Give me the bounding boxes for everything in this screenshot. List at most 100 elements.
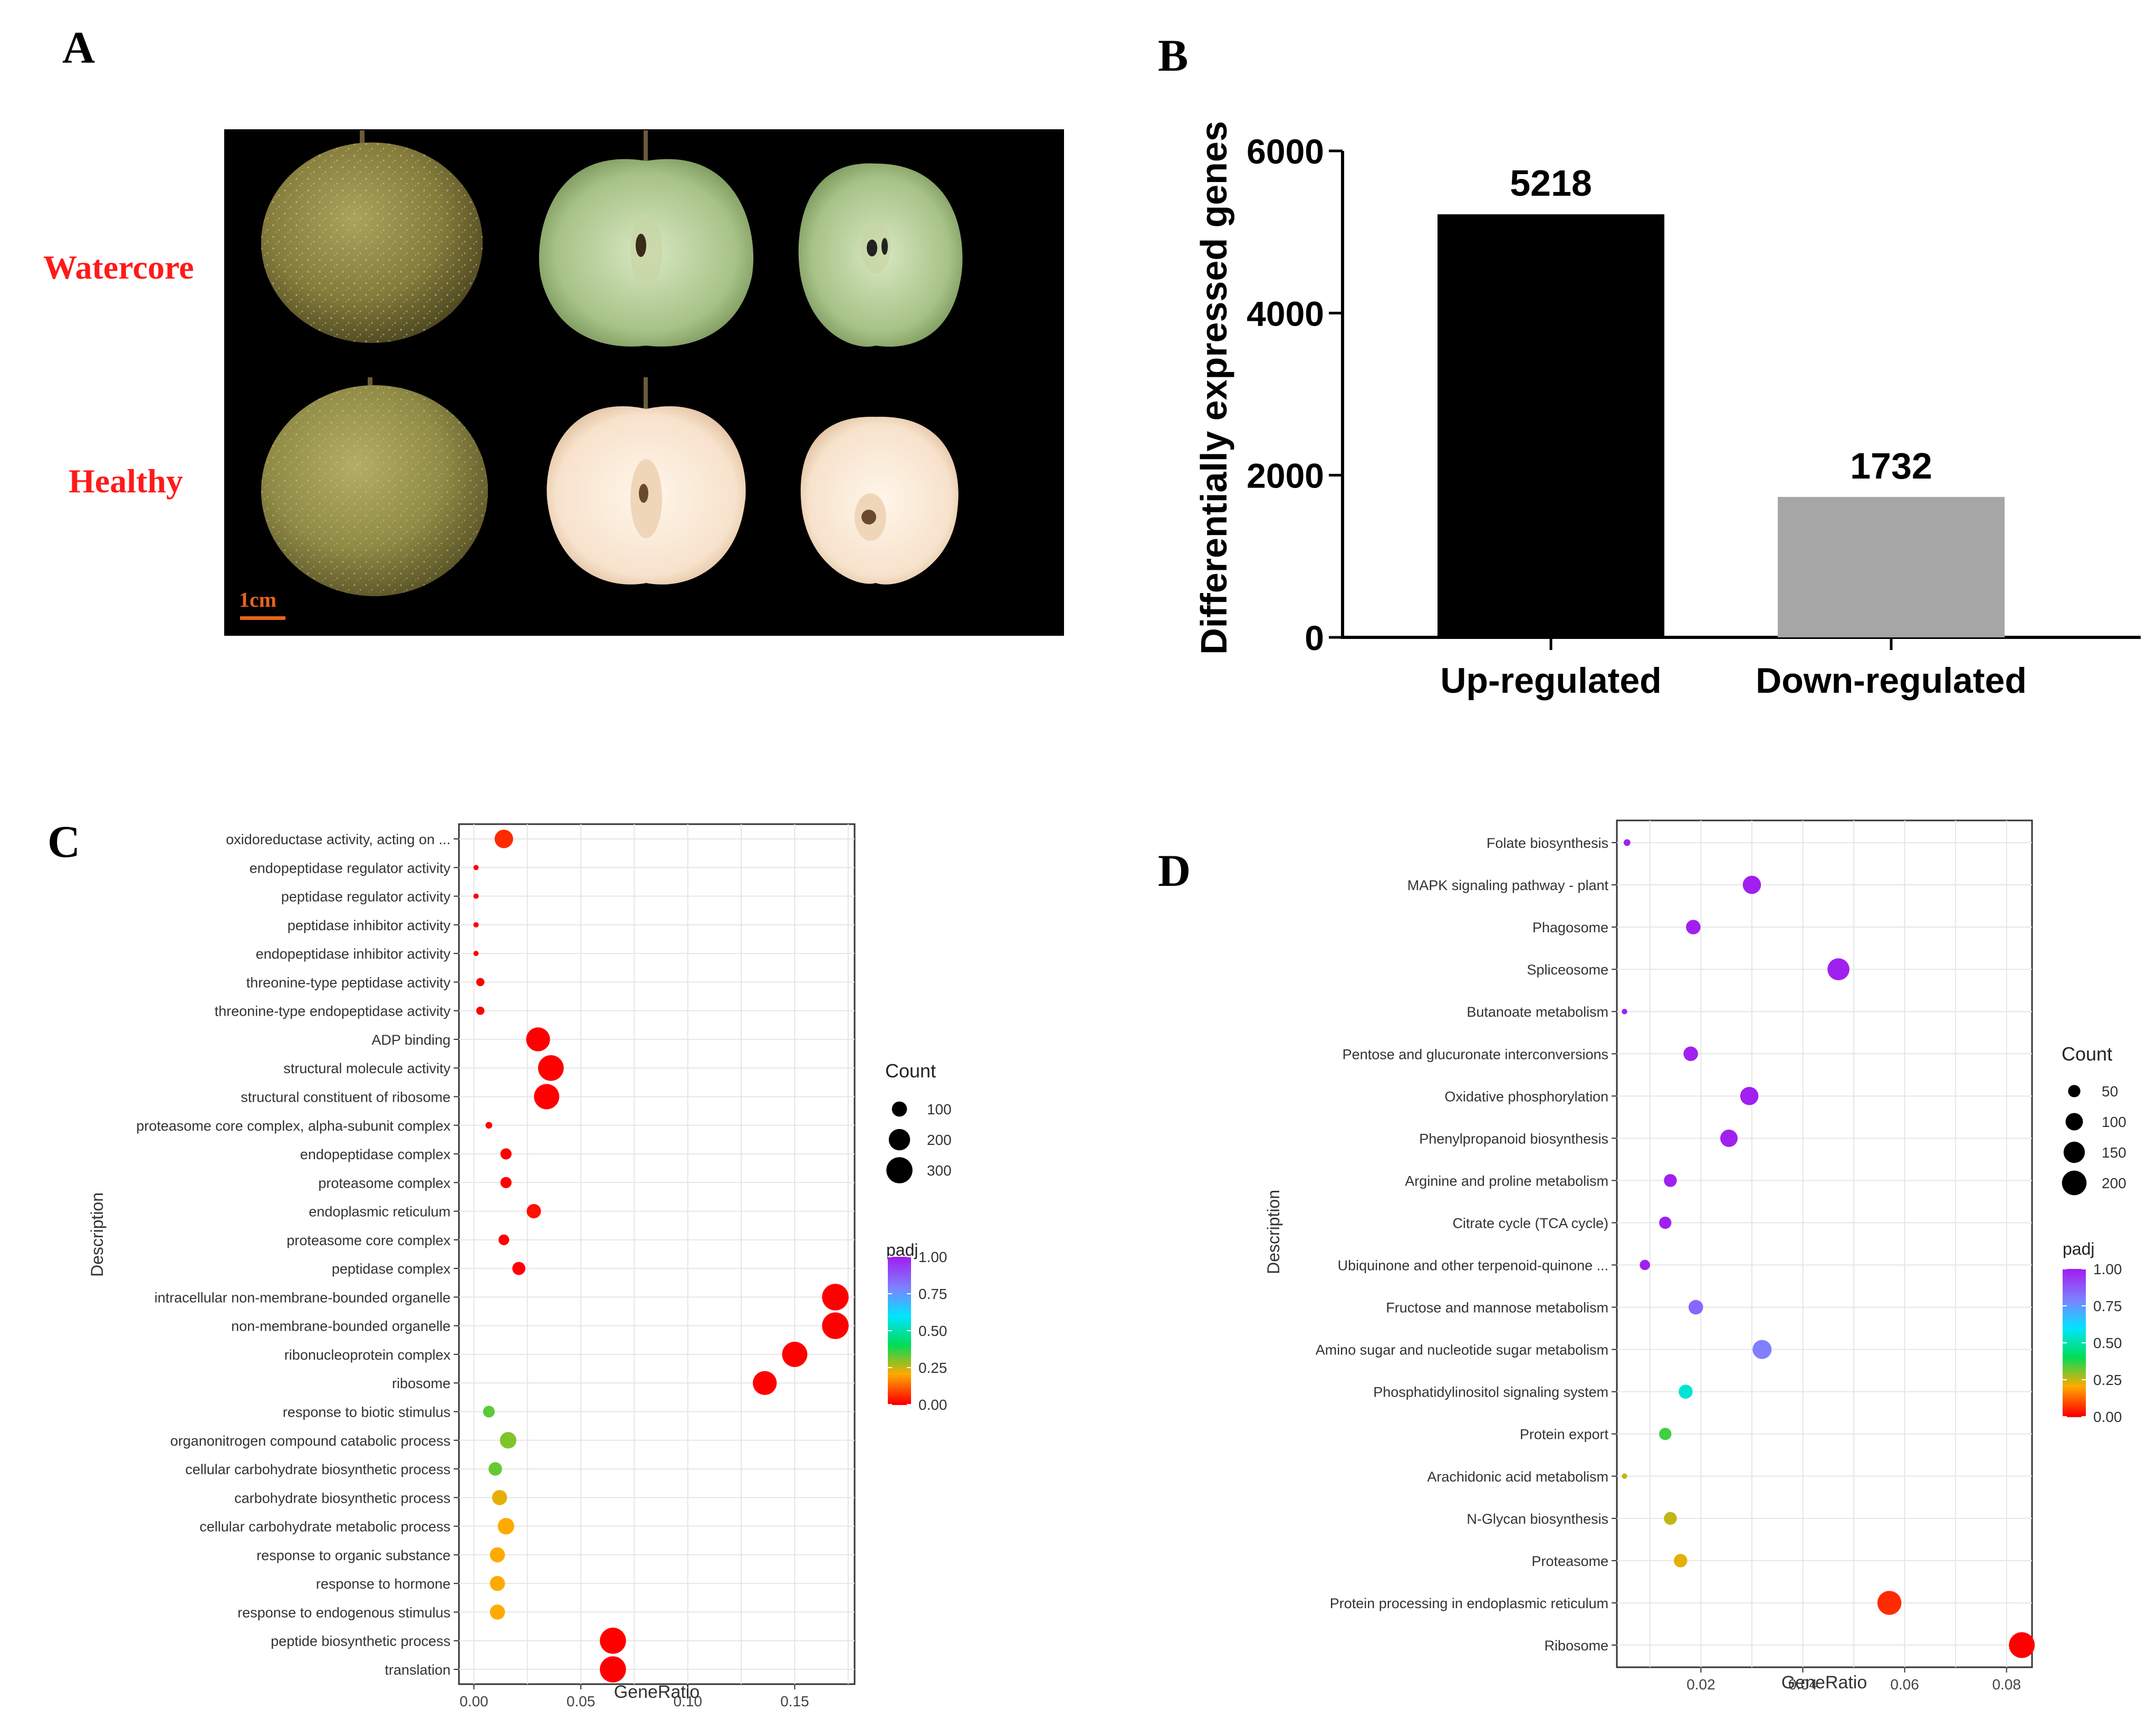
data-point xyxy=(473,893,479,899)
color-legend-segment xyxy=(888,1313,911,1316)
color-legend-segment xyxy=(2063,1397,2086,1400)
size-legend-label: 200 xyxy=(2102,1175,2126,1191)
data-point xyxy=(1679,1384,1693,1399)
x-axis-label: GeneRatio xyxy=(614,1682,700,1702)
color-legend-segment xyxy=(888,1399,911,1403)
color-legend-segment xyxy=(2063,1374,2086,1378)
y-category-label: cellular carbohydrate biosynthetic proce… xyxy=(185,1461,451,1477)
size-legend-label: 150 xyxy=(2102,1144,2126,1161)
color-legend-segment xyxy=(888,1272,911,1275)
color-legend-segment xyxy=(888,1301,911,1304)
color-legend-segment xyxy=(2063,1404,2086,1408)
y-category-label: peptide biosynthetic process xyxy=(271,1633,451,1649)
color-legend-segment xyxy=(888,1259,911,1263)
color-legend-segment xyxy=(2063,1372,2086,1375)
color-legend-segment xyxy=(888,1370,911,1373)
data-point xyxy=(1720,1129,1738,1147)
y-category-label: Protein export xyxy=(1520,1427,1609,1442)
y-category-label: Phenylpropanoid biosynthesis xyxy=(1419,1131,1608,1147)
color-legend-label: 0.25 xyxy=(2093,1372,2122,1388)
y-category-label: structural constituent of ribosome xyxy=(241,1089,451,1105)
color-legend-segment xyxy=(2063,1321,2086,1324)
bar-value-label: 1732 xyxy=(1850,445,1932,486)
color-legend-segment xyxy=(888,1387,911,1390)
x-axis-label: GeneRatio xyxy=(1781,1673,1867,1693)
color-legend-segment xyxy=(888,1294,911,1297)
color-legend-segment xyxy=(2063,1278,2086,1282)
color-legend-segment xyxy=(888,1394,911,1398)
y-category-label: Amino sugar and nucleotide sugar metabol… xyxy=(1316,1342,1608,1358)
x-tick-label: 0.08 xyxy=(1992,1676,2021,1693)
color-legend-segment xyxy=(888,1323,911,1326)
color-legend-segment xyxy=(2063,1367,2086,1371)
data-point xyxy=(1827,958,1850,981)
y-category-label: Arginine and proline metabolism xyxy=(1405,1173,1608,1189)
healthy-label: Healthy xyxy=(69,462,183,500)
color-legend-segment xyxy=(2063,1286,2086,1289)
color-legend-segment xyxy=(888,1279,911,1282)
color-legend-segment xyxy=(888,1298,911,1302)
color-legend-label: 0.25 xyxy=(918,1360,947,1376)
y-category-label: cellular carbohydrate metabolic process xyxy=(199,1519,451,1535)
color-legend-segment xyxy=(888,1350,911,1353)
data-point xyxy=(1659,1216,1672,1229)
color-legend-segment xyxy=(2063,1284,2086,1287)
color-legend-segment xyxy=(2063,1318,2086,1321)
y-category-label: Fructose and mannose metabolism xyxy=(1386,1300,1608,1316)
data-point xyxy=(497,1517,514,1535)
y-category-label: Spliceosome xyxy=(1527,962,1608,978)
color-legend-segment xyxy=(2063,1333,2086,1336)
data-point xyxy=(1752,1340,1772,1359)
color-legend-segment xyxy=(2063,1370,2086,1373)
data-point xyxy=(500,1148,512,1160)
d-plot-panel xyxy=(1616,819,2033,1668)
y-category-label: Oxidative phosphorylation xyxy=(1444,1088,1608,1104)
color-legend-segment xyxy=(2063,1414,2086,1417)
data-point xyxy=(600,1656,626,1683)
color-legend-segment xyxy=(888,1269,911,1272)
color-legend-segment xyxy=(2063,1311,2086,1314)
color-legend-segment xyxy=(2063,1328,2086,1331)
color-legend-segment xyxy=(888,1380,911,1383)
color-legend-segment xyxy=(2063,1306,2086,1309)
y-axis-label: Description xyxy=(88,1192,107,1277)
color-legend-label: 0.75 xyxy=(918,1286,947,1302)
color-legend-segment xyxy=(888,1276,911,1279)
color-legend-label: 0.00 xyxy=(2093,1409,2122,1425)
color-legend-segment xyxy=(888,1306,911,1309)
color-legend-segment xyxy=(2063,1348,2086,1351)
y-category-label: response to biotic stimulus xyxy=(283,1405,451,1420)
size-legend-dot xyxy=(2062,1170,2087,1196)
color-legend-label: 0.00 xyxy=(918,1397,947,1413)
data-point xyxy=(782,1342,808,1367)
y-category-label: Ubiquinone and other terpenoid-quinone .… xyxy=(1338,1258,1608,1274)
color-legend-segment xyxy=(888,1291,911,1294)
color-legend-label: 1.00 xyxy=(2093,1261,2122,1277)
size-legend-dot xyxy=(2065,1113,2083,1131)
color-legend-segment xyxy=(888,1340,911,1344)
data-point xyxy=(473,951,479,957)
color-legend-segment xyxy=(2063,1293,2086,1297)
size-legend-label: 50 xyxy=(2102,1083,2118,1100)
color-legend-segment xyxy=(888,1316,911,1319)
color-legend-segment xyxy=(888,1303,911,1307)
x-tick-label: 0.05 xyxy=(567,1693,596,1709)
pear-photo xyxy=(224,129,1064,636)
data-point xyxy=(600,1627,626,1654)
size-legend-label: 200 xyxy=(927,1132,952,1148)
dot-plot-go-enrichment: oxidoreductase activity, acting on ... en… xyxy=(88,823,952,1709)
x-tick-label: 0.06 xyxy=(1890,1676,1919,1693)
color-legend-segment xyxy=(2063,1352,2086,1356)
color-legend-segment xyxy=(2063,1355,2086,1358)
data-point xyxy=(476,978,485,987)
y-category-label: proteasome complex xyxy=(318,1175,451,1191)
data-point xyxy=(483,1406,495,1418)
data-point xyxy=(526,1027,550,1052)
scale-label: 1cm xyxy=(239,588,277,612)
data-point xyxy=(1623,839,1631,846)
color-legend-segment xyxy=(2063,1323,2086,1326)
color-legend-segment xyxy=(888,1345,911,1349)
size-legend-label: 100 xyxy=(927,1101,952,1117)
data-point xyxy=(753,1371,777,1395)
color-legend-segment xyxy=(2063,1394,2086,1398)
